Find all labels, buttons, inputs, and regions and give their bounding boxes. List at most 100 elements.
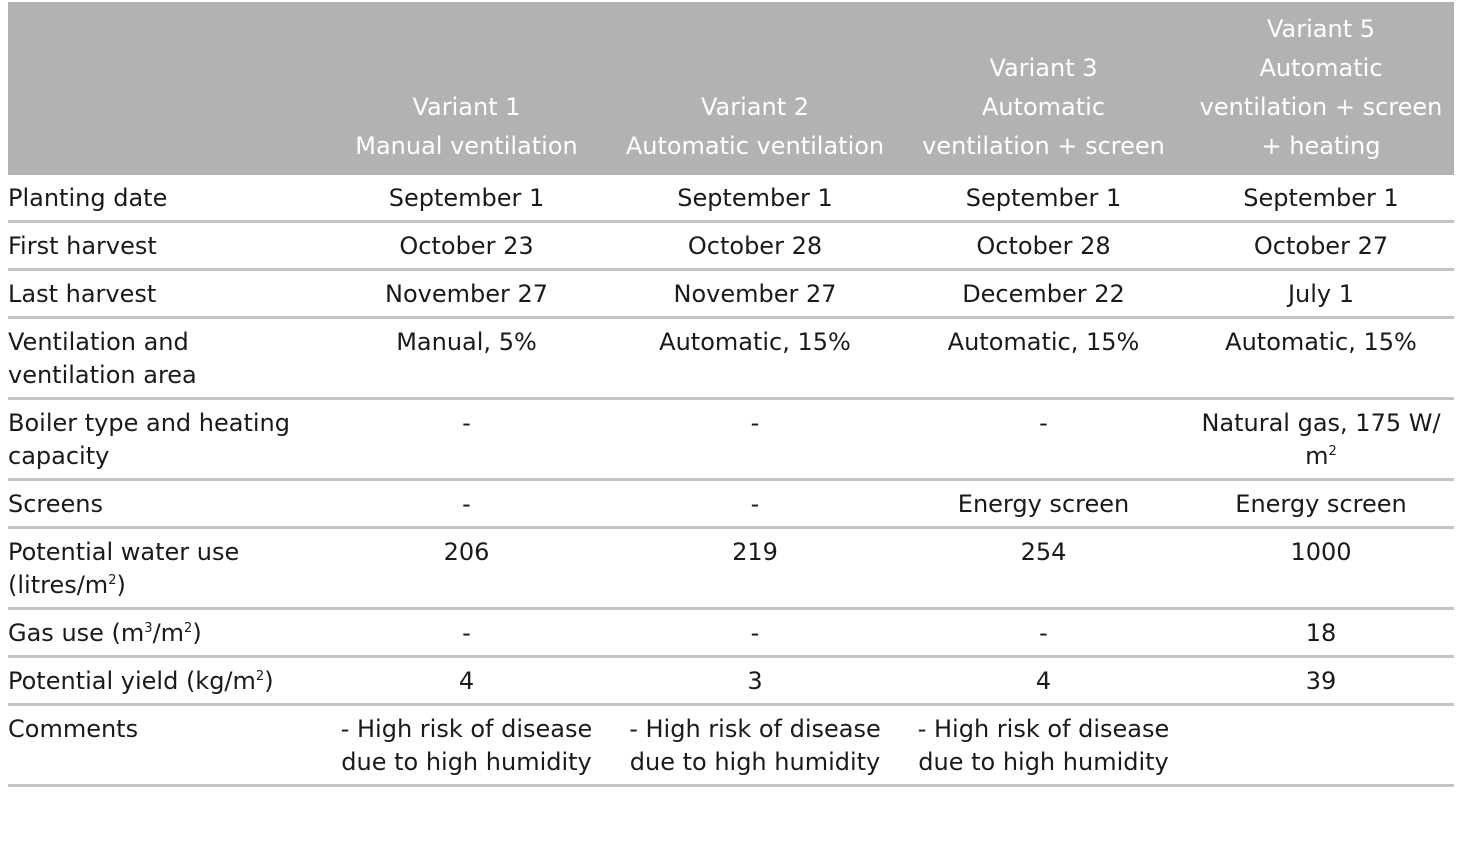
cell-comments-v1-line-1: - High risk of disease <box>340 715 593 743</box>
cell-yield-v2: 3 <box>611 656 899 706</box>
cell-comments-v2: - High risk of disease due to high humid… <box>611 704 899 787</box>
header-variant-2-line-2: Automatic ventilation <box>625 132 885 160</box>
cell-last-harvest-v2: November 27 <box>611 269 899 319</box>
cell-boiler-v5: Natural gas, 175 W/ m2 <box>1188 398 1454 481</box>
cell-ventilation-v2: Automatic, 15% <box>611 317 899 400</box>
table-row-last-harvest: Last harvest November 27 November 27 Dec… <box>8 269 1454 319</box>
cell-comments-v1: - High risk of disease due to high humid… <box>322 704 611 787</box>
cell-screens-v5: Energy screen <box>1188 479 1454 529</box>
header-variant-1: Variant 1 Manual ventilation <box>322 2 611 175</box>
cell-yield-v5: 39 <box>1188 656 1454 706</box>
cell-comments-v3: - High risk of disease due to high humid… <box>899 704 1188 787</box>
cell-first-harvest-v5: October 27 <box>1188 221 1454 271</box>
cell-screens-v3: Energy screen <box>899 479 1188 529</box>
cell-first-harvest-v2: October 28 <box>611 221 899 271</box>
header-variant-5-line-3: ventilation + screen <box>1199 93 1443 121</box>
header-corner-cell <box>8 2 322 175</box>
row-label-water-use: Potential water use (litres/m2) <box>8 527 322 610</box>
cell-last-harvest-v5: July 1 <box>1188 269 1454 319</box>
row-label-ventilation-line-2: ventilation area <box>8 361 197 389</box>
row-label-first-harvest: First harvest <box>8 221 322 271</box>
row-label-boiler-line-1: Boiler type and heating <box>8 409 290 437</box>
cell-water-use-v5: 1000 <box>1188 527 1454 610</box>
row-label-gas-use: Gas use (m3/m2) <box>8 608 322 658</box>
cell-gas-use-v1: - <box>322 608 611 658</box>
cell-planting-date-v1: September 1 <box>322 175 611 223</box>
header-variant-2-line-1: Variant 2 <box>700 93 810 121</box>
row-label-yield-pre: Potential yield (kg/m <box>8 667 256 695</box>
row-label-gas-use-superscript-2: 2 <box>184 621 193 636</box>
row-label-water-use-superscript: 2 <box>108 573 117 588</box>
row-label-last-harvest: Last harvest <box>8 269 322 319</box>
row-label-comments: Comments <box>8 704 322 787</box>
cell-boiler-v5-unit: m <box>1305 442 1329 470</box>
cell-water-use-v3: 254 <box>899 527 1188 610</box>
cell-comments-v1-line-2: due to high humidity <box>341 748 592 776</box>
row-label-yield-post: ) <box>264 667 274 695</box>
row-label-gas-use-superscript-1: 3 <box>144 621 153 636</box>
table-row-screens: Screens - - Energy screen Energy screen <box>8 479 1454 529</box>
row-label-gas-use-mid: /m <box>152 619 185 647</box>
row-label-ventilation-line-1: Ventilation and <box>8 328 189 356</box>
row-label-screens: Screens <box>8 479 322 529</box>
row-label-gas-use-post: ) <box>192 619 202 647</box>
greenhouse-variants-table: Variant 1 Manual ventilation Variant 2 A… <box>8 2 1454 787</box>
header-variant-5-line-1: Variant 5 <box>1266 15 1376 43</box>
cell-gas-use-v3: - <box>899 608 1188 658</box>
cell-boiler-v1: - <box>322 398 611 481</box>
cell-gas-use-v2: - <box>611 608 899 658</box>
cell-last-harvest-v1: November 27 <box>322 269 611 319</box>
row-label-ventilation: Ventilation and ventilation area <box>8 317 322 400</box>
cell-ventilation-v5: Automatic, 15% <box>1188 317 1454 400</box>
cell-comments-v5 <box>1188 704 1454 787</box>
table-row-ventilation: Ventilation and ventilation area Manual,… <box>8 317 1454 400</box>
cell-last-harvest-v3: December 22 <box>899 269 1188 319</box>
row-label-planting-date: Planting date <box>8 175 322 223</box>
row-label-gas-use-pre: Gas use (m <box>8 619 145 647</box>
cell-planting-date-v2: September 1 <box>611 175 899 223</box>
table-row-gas-use: Gas use (m3/m2) - - - 18 <box>8 608 1454 658</box>
header-variant-3-line-1: Variant 3 <box>989 54 1098 82</box>
cell-yield-v3: 4 <box>899 656 1188 706</box>
cell-comments-v3-line-2: due to high humidity <box>918 748 1169 776</box>
cell-water-use-v2: 219 <box>611 527 899 610</box>
header-variant-1-line-1: Variant 1 <box>412 93 521 121</box>
cell-water-use-v1: 206 <box>322 527 611 610</box>
row-label-water-use-line-1: Potential water use <box>8 538 240 566</box>
cell-boiler-v3: - <box>899 398 1188 481</box>
table-row-first-harvest: First harvest October 23 October 28 Octo… <box>8 221 1454 271</box>
cell-first-harvest-v1: October 23 <box>322 221 611 271</box>
header-variant-5: Variant 5 Automatic ventilation + screen… <box>1188 2 1454 175</box>
cell-screens-v2: - <box>611 479 899 529</box>
cell-gas-use-v5: 18 <box>1188 608 1454 658</box>
cell-first-harvest-v3: October 28 <box>899 221 1188 271</box>
cell-boiler-v5-line-2: m2 <box>1188 440 1454 473</box>
header-row: Variant 1 Manual ventilation Variant 2 A… <box>8 2 1454 175</box>
cell-comments-v3-line-1: - High risk of disease <box>917 715 1170 743</box>
cell-planting-date-v5: September 1 <box>1188 175 1454 223</box>
table-row-yield: Potential yield (kg/m2) 4 3 4 39 <box>8 656 1454 706</box>
row-label-boiler-line-2: capacity <box>8 442 110 470</box>
table-row-comments: Comments - High risk of disease due to h… <box>8 704 1454 787</box>
row-label-yield: Potential yield (kg/m2) <box>8 656 322 706</box>
cell-ventilation-v1: Manual, 5% <box>322 317 611 400</box>
header-variant-3-line-2: Automatic <box>981 93 1106 121</box>
cell-comments-v2-line-2: due to high humidity <box>629 748 881 776</box>
row-label-water-use-line-2: (litres/m2) <box>8 569 322 602</box>
cell-planting-date-v3: September 1 <box>899 175 1188 223</box>
row-label-water-use-unit-pre: (litres/m <box>8 571 109 599</box>
header-variant-3-line-3: ventilation + screen <box>922 132 1165 160</box>
table-row-boiler: Boiler type and heating capacity - - - N… <box>8 398 1454 481</box>
cell-screens-v1: - <box>322 479 611 529</box>
cell-boiler-v5-line-1: Natural gas, 175 W/ <box>1201 409 1441 437</box>
header-variant-5-line-4: + heating <box>1261 132 1381 160</box>
cell-comments-v2-line-1: - High risk of disease <box>629 715 881 743</box>
table-row-planting-date: Planting date September 1 September 1 Se… <box>8 175 1454 223</box>
cell-ventilation-v3: Automatic, 15% <box>899 317 1188 400</box>
row-label-boiler: Boiler type and heating capacity <box>8 398 322 481</box>
table-row-water-use: Potential water use (litres/m2) 206 219 … <box>8 527 1454 610</box>
row-label-water-use-unit-post: ) <box>116 571 126 599</box>
row-label-yield-superscript: 2 <box>255 669 265 684</box>
header-variant-3: Variant 3 Automatic ventilation + screen <box>899 2 1188 175</box>
cell-boiler-v5-superscript: 2 <box>1328 444 1337 459</box>
